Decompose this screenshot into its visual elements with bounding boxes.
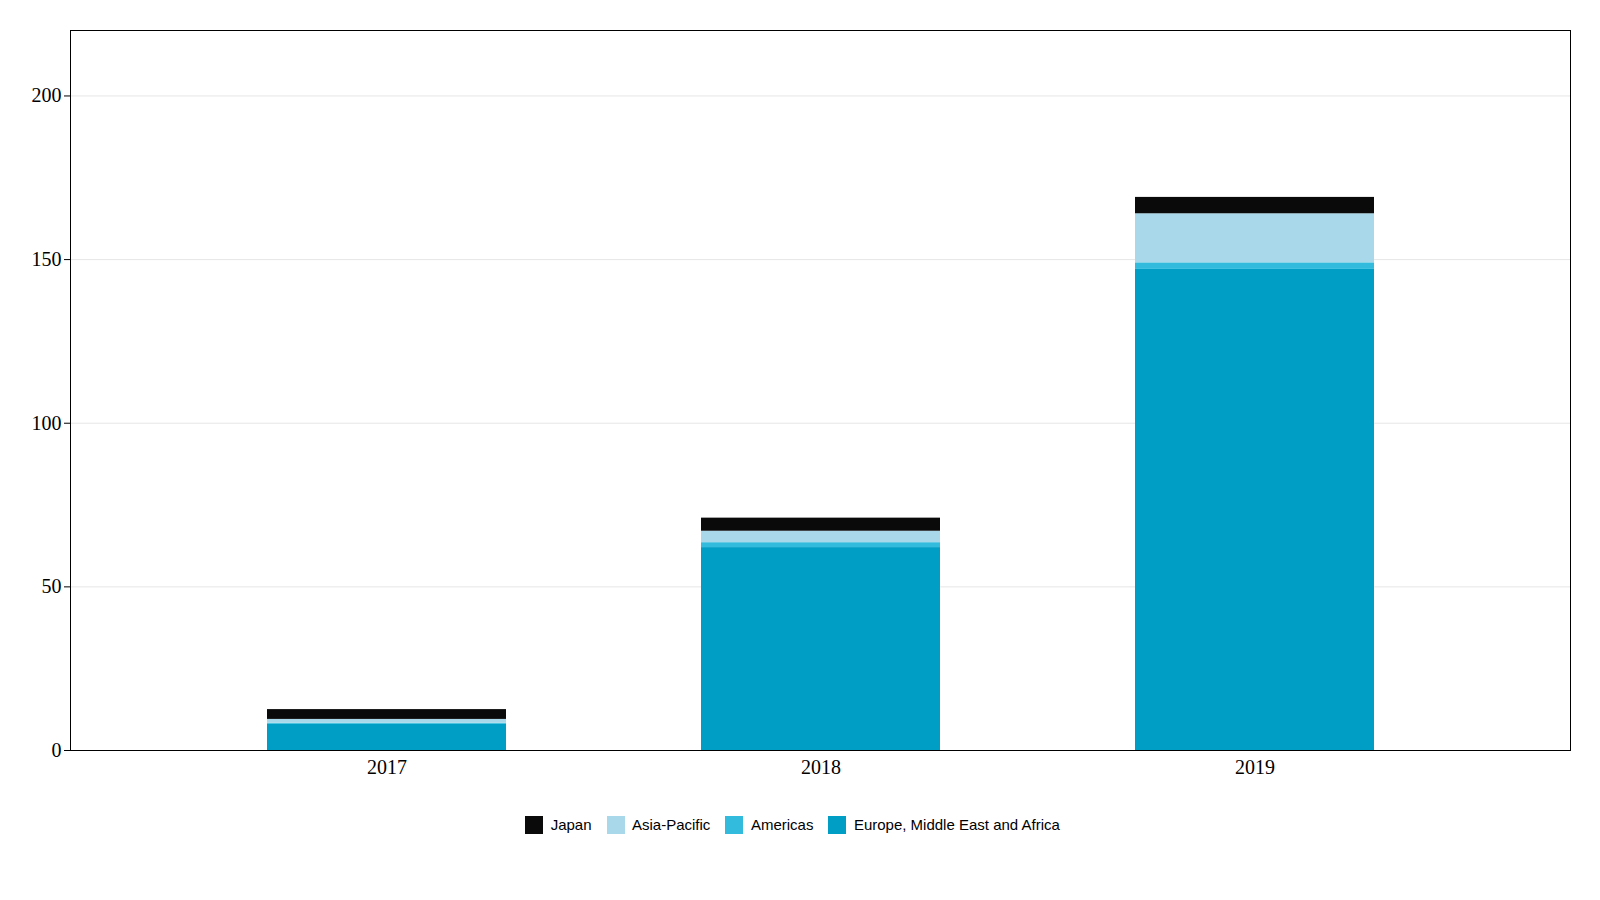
svg-text:100: 100 — [32, 412, 62, 434]
html-text:Americas: Americas — [750, 816, 814, 833]
svg-text:50: 50 — [42, 575, 62, 597]
svg-text:200: 200 — [32, 84, 62, 106]
svg-text:150: 150 — [32, 248, 62, 270]
svg-text:2017: 2017 — [367, 756, 407, 778]
html-text:Europe, Middle East and Africa: Europe, Middle East and Africa — [853, 816, 1060, 833]
html-text:Japan: Japan — [550, 816, 592, 833]
svg-text:0: 0 — [52, 739, 62, 761]
html-text:Asia-Pacific: Asia-Pacific — [632, 816, 711, 833]
svg-text:2019: 2019 — [1235, 756, 1275, 778]
svg-text:2018: 2018 — [801, 756, 841, 778]
